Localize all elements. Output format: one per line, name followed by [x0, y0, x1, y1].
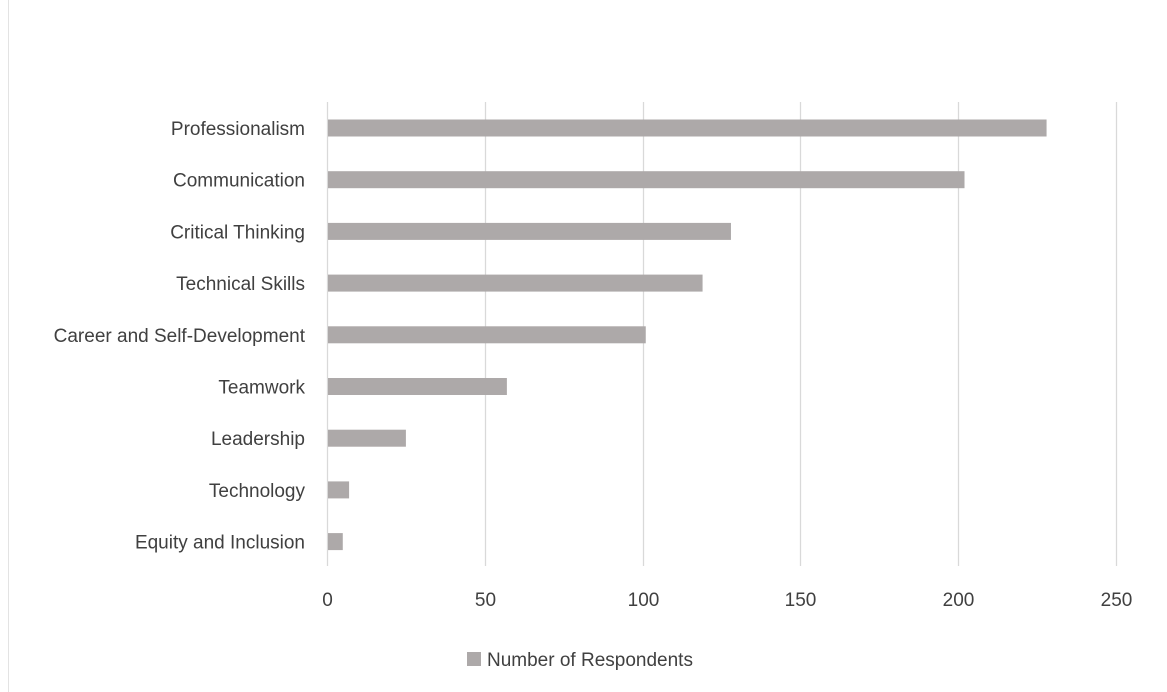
x-tick-label: 0: [322, 590, 333, 611]
bars: [328, 119, 1047, 551]
category-label: Career and Self-Development: [54, 326, 306, 347]
category-label: Leadership: [211, 429, 305, 450]
category-label: Professionalism: [171, 119, 305, 140]
category-label: Communication: [173, 171, 305, 192]
bar: [328, 481, 350, 499]
x-tick-label: 200: [943, 590, 975, 611]
category-label: Equity and Inclusion: [135, 533, 305, 554]
x-tick-label: 100: [628, 590, 660, 611]
x-tick-label: 250: [1101, 590, 1133, 611]
category-label: Teamwork: [218, 378, 305, 399]
bar: [328, 326, 646, 344]
x-tick-label: 50: [475, 590, 496, 611]
category-label: Critical Thinking: [170, 222, 305, 243]
bar: [328, 222, 731, 240]
bar: [328, 378, 507, 395]
category-label: Technical Skills: [176, 274, 305, 295]
category-labels: Professionalism Communication Critical Thi…: [54, 119, 306, 554]
legend-swatch: [467, 652, 481, 666]
x-axis-ticks: 0 50 100 150 200 250: [322, 590, 1132, 611]
bar: [328, 533, 343, 551]
x-tick-label: 150: [785, 590, 817, 611]
legend-label: Number of Respondents: [487, 650, 693, 671]
bar: [328, 429, 406, 447]
bar: [328, 274, 703, 292]
bar: [328, 171, 965, 189]
chart-border: [8, 0, 9, 692]
category-label: Technology: [209, 481, 306, 502]
legend: Number of Respondents: [467, 650, 693, 671]
bar: [328, 119, 1047, 137]
